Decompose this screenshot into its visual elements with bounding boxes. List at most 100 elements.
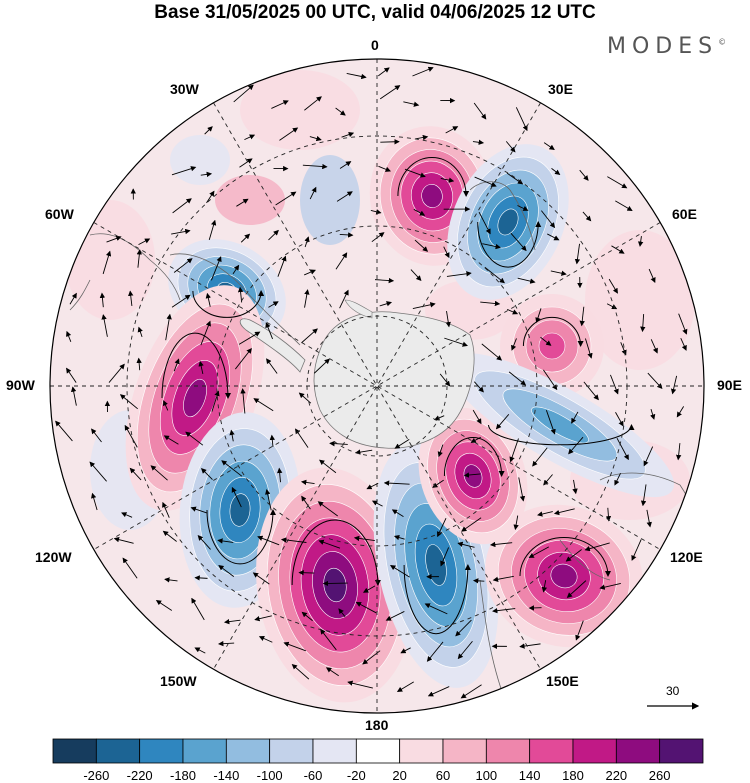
colorbar-swatch <box>52 738 97 764</box>
wind-arrow <box>547 233 560 241</box>
wind-scale-label: 30 <box>666 684 680 698</box>
wind-arrow <box>515 107 528 132</box>
brand-text: MODES <box>607 34 719 59</box>
wind-arrow <box>615 412 624 427</box>
wind-arrow <box>584 338 593 359</box>
wind-arrow <box>457 640 473 660</box>
wind-arrow <box>69 292 77 305</box>
wind-arrow <box>233 84 254 103</box>
wind-arrow <box>413 208 426 216</box>
wind-arrow <box>439 373 451 387</box>
wind-arrow <box>173 358 180 372</box>
colorbar-swatch <box>312 738 357 764</box>
lon-label-60e: 60E <box>672 206 697 222</box>
wind-arrow <box>566 580 587 598</box>
wind-arrow <box>385 611 405 621</box>
wind-arrow <box>371 232 385 243</box>
wind-arrow <box>198 360 204 375</box>
negative-anomaly-center <box>447 144 569 300</box>
wind-arrow <box>680 337 687 351</box>
wind-arrow <box>218 565 235 577</box>
wind-arrow <box>482 243 501 250</box>
wind-arrow <box>396 681 414 692</box>
wind-arrow <box>528 546 550 558</box>
wind-arrow <box>540 336 552 346</box>
colorbar-tick-label: -20 <box>346 768 366 783</box>
wind-arrow <box>194 647 206 654</box>
wind-arrow <box>291 663 310 680</box>
wind-arrow <box>650 339 658 354</box>
wind-arrow <box>91 492 98 511</box>
wind-arrow <box>445 126 459 134</box>
lon-label-180: 180 <box>365 717 389 733</box>
wind-arrow <box>643 446 654 467</box>
wind-arrow <box>197 535 211 550</box>
wind-arrow <box>232 264 240 275</box>
circulation-arrow <box>522 316 584 347</box>
wind-arrow <box>455 619 472 637</box>
wind-arrow <box>545 410 556 435</box>
wind-arrow <box>541 210 556 229</box>
wind-arrow <box>495 413 510 430</box>
wind-arrow <box>481 343 503 361</box>
wind-arrow <box>319 459 337 474</box>
wind-arrow <box>366 482 379 490</box>
wind-arrow <box>329 440 348 447</box>
wind-arrow <box>414 239 429 252</box>
wind-arrow <box>279 127 299 141</box>
wind-arrow <box>185 431 204 446</box>
wind-arrow <box>194 575 208 581</box>
graticule <box>50 59 704 713</box>
wind-arrow <box>583 381 599 401</box>
colorbar-tick-label: -220 <box>126 768 153 783</box>
lon-label-120e: 120E <box>670 549 703 565</box>
wind-arrow <box>231 486 242 508</box>
wind-arrow <box>106 235 122 243</box>
wind-arrow <box>276 467 283 483</box>
wind-arrow <box>616 437 629 461</box>
circulation-arrow <box>488 424 635 446</box>
wind-arrow <box>607 176 628 189</box>
wind-arrow <box>277 255 287 277</box>
colorbar-tick-label: 180 <box>562 768 584 783</box>
wind-arrow <box>532 447 548 467</box>
brand-logo: MODES© <box>607 34 726 59</box>
wind-arrow <box>571 411 579 424</box>
wind-arrow <box>155 600 173 611</box>
wind-arrow <box>300 479 315 486</box>
wind-arrow <box>210 256 222 281</box>
wind-arrow <box>102 250 112 275</box>
wind-arrow <box>379 85 401 100</box>
wind-arrow <box>303 269 316 276</box>
anomaly-field <box>65 70 695 703</box>
wind-arrow <box>55 420 73 442</box>
positive-anomaly-center <box>256 467 414 703</box>
wind-arrow <box>676 406 685 418</box>
wind-arrow <box>283 641 306 652</box>
wind-arrow <box>257 535 280 546</box>
colorbar-swatch <box>182 738 227 764</box>
wind-arrow <box>550 270 567 276</box>
colorbar-swatch <box>225 738 271 764</box>
colorbar-swatch <box>659 738 704 764</box>
wind-arrow <box>240 233 251 243</box>
wind-arrow <box>99 292 106 308</box>
wind-arrow <box>244 134 256 141</box>
wind-arrow <box>394 439 410 449</box>
wind-arrow <box>478 211 491 235</box>
colorbar-tick-label: 100 <box>475 768 498 783</box>
wind-arrow <box>457 541 475 548</box>
wind-arrow <box>640 484 647 507</box>
colorbar-tick-label: 20 <box>392 768 407 783</box>
colorbar-swatch <box>139 738 184 764</box>
circulation-arrow <box>519 537 611 577</box>
wind-arrow <box>474 176 497 187</box>
wind-arrow <box>136 249 143 268</box>
wind-arrow <box>400 647 411 654</box>
wind-arrow <box>403 101 420 107</box>
wind-arrow <box>339 161 352 169</box>
wind-arrow <box>355 449 373 455</box>
wind-arrow <box>537 511 553 517</box>
wind-arrow <box>391 509 404 518</box>
